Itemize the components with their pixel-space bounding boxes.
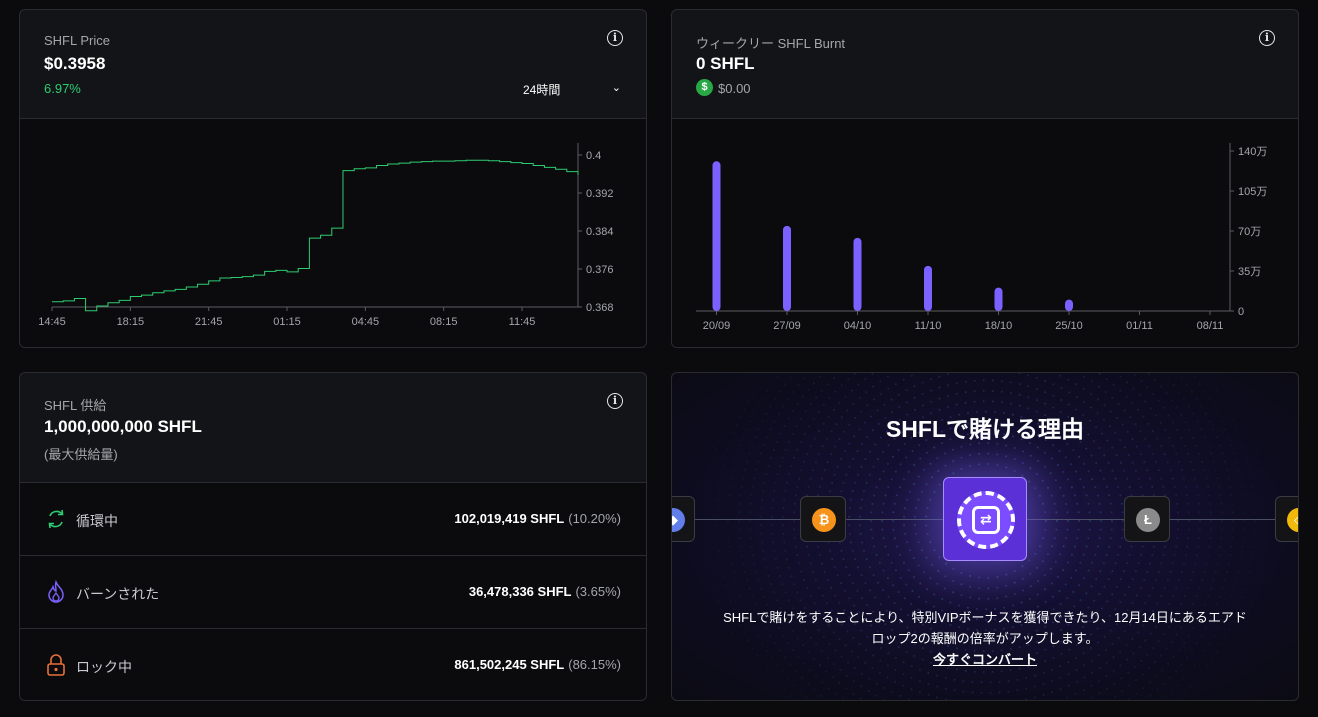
dollar-icon: $ xyxy=(696,79,713,96)
price-card: SHFL Price i $0.3958 6.97% 24時間 ⌄ 0.4 0.3… xyxy=(19,9,647,348)
x-tick-label: 08/11 xyxy=(1197,320,1224,332)
supply-row-value: 102,019,419 SHFL (10.20%) xyxy=(454,511,621,526)
info-icon[interactable]: i xyxy=(607,30,623,46)
supply-row-burnt: バーンされた 36,478,336 SHFL (3.65%) xyxy=(20,555,646,628)
y-tick-label: 0 xyxy=(1238,306,1244,318)
x-tick-label: 18/10 xyxy=(985,320,1013,332)
timeframe-select[interactable]: 24時間 ⌄ xyxy=(523,81,623,99)
x-tick-label: 14:45 xyxy=(38,316,66,328)
price-chart-area: 0.4 0.392 0.384 0.376 0.368 14:45 18:15 21:45 01… xyxy=(20,118,646,347)
supply-title: SHFL 供給 xyxy=(44,398,107,413)
x-tick-label: 01/11 xyxy=(1126,320,1153,332)
y-tick-label: 0.392 xyxy=(586,188,614,200)
y-tick-label: 105万 xyxy=(1238,186,1267,198)
y-tick-label: 0.4 xyxy=(586,150,601,162)
circulate-icon xyxy=(48,509,64,529)
ethereum-coin-box: ◆ xyxy=(672,496,695,542)
y-tick-label: 35万 xyxy=(1238,266,1261,278)
x-tick-label: 27/09 xyxy=(773,320,801,332)
burn-bar xyxy=(994,287,1003,311)
supply-card: SHFL 供給 i 1,000,000,000 SHFL (最大供給量) 循環中… xyxy=(19,372,647,701)
chevron-down-icon: ⌄ xyxy=(611,82,621,94)
supply-row-label: バーンされた xyxy=(76,586,160,602)
burn-bar xyxy=(924,265,932,311)
y-tick-label: 0.376 xyxy=(586,264,614,276)
y-tick-label: 70万 xyxy=(1238,226,1261,238)
x-tick-label: 04:45 xyxy=(352,316,380,328)
convert-now-link[interactable]: 今すぐコンバート xyxy=(932,652,1037,667)
y-tick-label: 0.384 xyxy=(586,226,614,238)
x-tick-label: 25/10 xyxy=(1055,320,1083,332)
burn-chart: 140万 105万 70万 35万 0 20/09 27/09 04/10 11/10 18/10… xyxy=(696,143,1267,332)
ethereum-icon: ◆ xyxy=(672,508,685,532)
supply-row-locked: ロック中 861,502,245 SHFL (86.15%) xyxy=(20,628,646,700)
price-value: $0.3958 xyxy=(44,54,106,73)
burn-card: ウィークリー SHFL Burnt i 0 SHFL $ $0.00 140万 1… xyxy=(671,9,1299,348)
x-tick-label: 18:15 xyxy=(117,316,145,328)
burn-value: 0 SHFL xyxy=(696,54,755,73)
price-change: 6.97% xyxy=(44,81,81,96)
lock-icon xyxy=(47,654,65,676)
burn-usd-value: $0.00 xyxy=(718,81,751,96)
y-tick-label: 0.368 xyxy=(586,302,614,314)
dot-pattern xyxy=(705,373,1267,700)
supply-row-value: 861,502,245 SHFL (86.15%) xyxy=(454,657,621,672)
promo-body-line2: ロップ2の報酬の倍率がアップします。 xyxy=(871,631,1099,646)
burn-bar xyxy=(783,225,791,311)
y-tick-label: 140万 xyxy=(1238,146,1267,158)
x-tick-label: 11/10 xyxy=(915,320,942,332)
coin-box: ◇ xyxy=(1275,496,1298,542)
promo-card: SHFLで賭ける理由 ◆ ₿ ⇄ Ł ◇ SHFLで賭けをすることにより、特別V… xyxy=(671,372,1299,701)
x-tick-label: 04/10 xyxy=(844,320,872,332)
info-icon[interactable]: i xyxy=(1259,30,1275,46)
x-tick-label: 20/09 xyxy=(703,320,731,332)
shfl-coin-box: ⇄ xyxy=(943,477,1027,561)
burn-bar xyxy=(853,237,862,311)
burn-bar xyxy=(712,161,721,311)
burn-title: ウィークリー SHFL Burnt xyxy=(696,36,846,51)
bitcoin-coin-box: ₿ xyxy=(800,496,846,542)
promo-title: SHFLで賭ける理由 xyxy=(885,416,1085,442)
x-tick-label: 11:45 xyxy=(509,316,536,328)
x-tick-label: 21:45 xyxy=(195,316,223,328)
coin-icon: ◇ xyxy=(1287,508,1298,532)
litecoin-coin-box: Ł xyxy=(1124,496,1170,542)
promo-body-line1: SHFLで賭けをすることにより、特別VIPボーナスを獲得できたり、12月14日に… xyxy=(723,610,1247,625)
burn-chart-area: 140万 105万 70万 35万 0 20/09 27/09 04/10 11/10 18/10… xyxy=(672,118,1298,347)
x-tick-label: 08:15 xyxy=(430,316,458,328)
bitcoin-icon: ₿ xyxy=(812,508,836,532)
litecoin-icon: Ł xyxy=(1136,508,1160,532)
info-icon[interactable]: i xyxy=(607,393,623,409)
supply-sublabel: (最大供給量) xyxy=(44,447,118,462)
supply-value: 1,000,000,000 SHFL xyxy=(44,417,202,436)
timeframe-label: 24時間 xyxy=(523,83,561,97)
price-series-line xyxy=(52,159,579,312)
x-tick-label: 01:15 xyxy=(273,316,301,328)
supply-row-label: 循環中 xyxy=(76,513,118,529)
supply-row-label: ロック中 xyxy=(76,659,132,675)
supply-row-value: 36,478,336 SHFL (3.65%) xyxy=(468,584,621,599)
shfl-logo-icon: ⇄ xyxy=(957,491,1015,549)
flame-icon xyxy=(48,580,64,603)
burn-bar xyxy=(1065,299,1073,311)
price-title: SHFL Price xyxy=(44,33,110,48)
supply-row-circulating: 循環中 102,019,419 SHFL (10.20%) xyxy=(20,482,646,555)
price-chart: 0.4 0.392 0.384 0.376 0.368 14:45 18:15 21:45 01… xyxy=(38,143,614,328)
